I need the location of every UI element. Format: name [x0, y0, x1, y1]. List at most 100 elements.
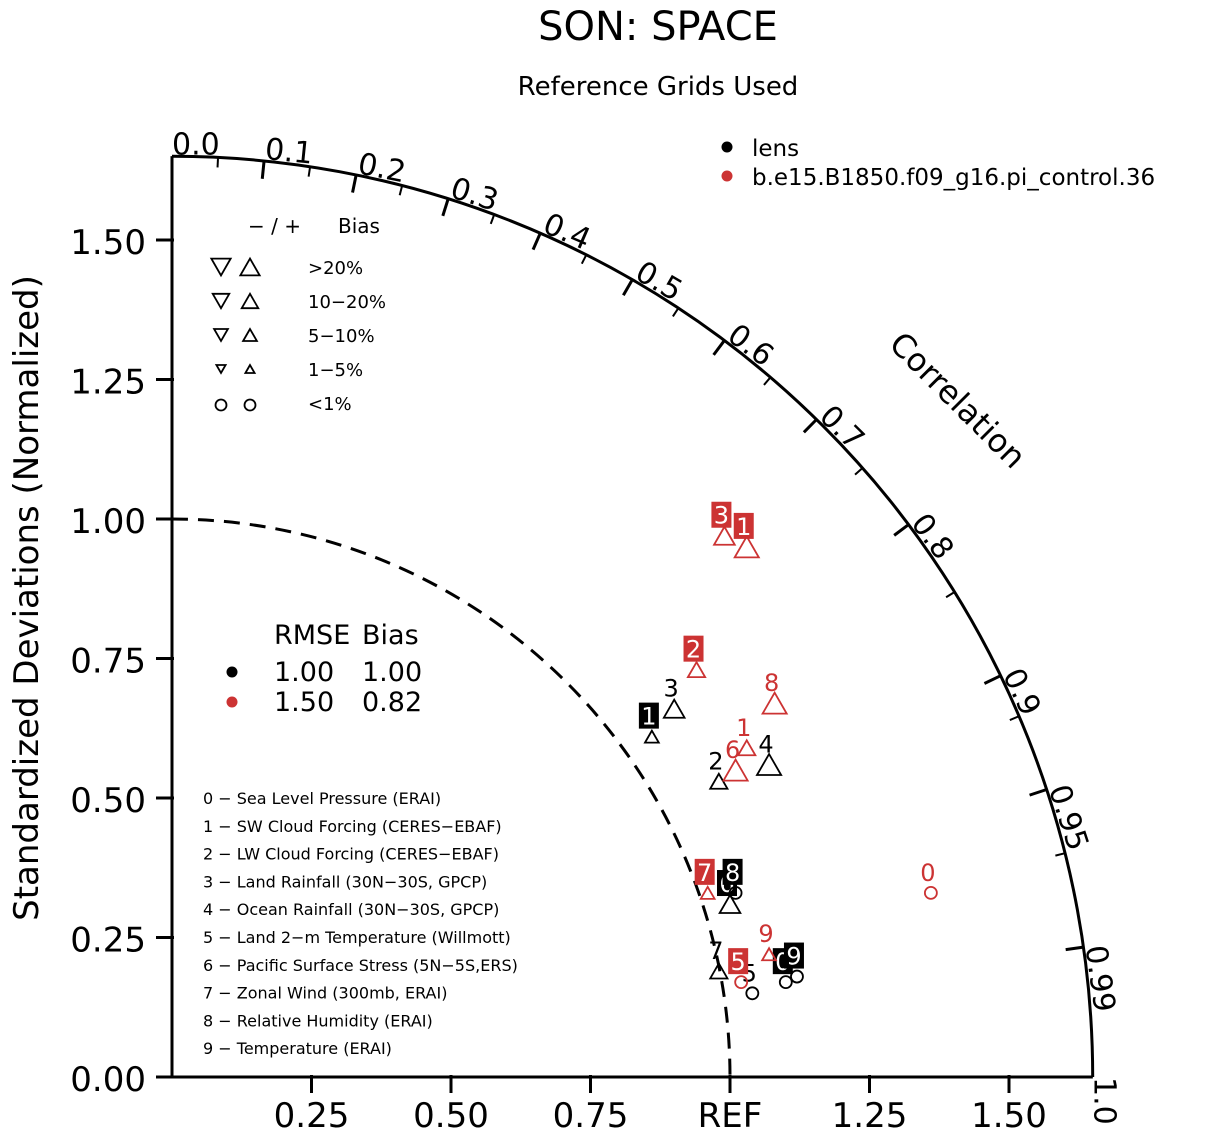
correlation-minor-tick: [1009, 715, 1020, 721]
correlation-tick: [531, 232, 542, 251]
data-label-box: [694, 858, 715, 885]
x-tick-label: 0.75: [553, 1096, 629, 1135]
data-point-label: 4: [758, 731, 773, 759]
correlation-label: Correlation: [882, 324, 1034, 476]
x-tick-label: 1.25: [832, 1096, 908, 1135]
x-tick-label: 0.25: [274, 1096, 350, 1135]
correlation-tick-label: 0.95: [1041, 780, 1095, 854]
data-point-label: 6: [725, 736, 740, 764]
points-layer: 01234567890112356789: [638, 501, 938, 1001]
triangle-up-marker: [241, 327, 259, 342]
triangle-down-marker: [209, 257, 233, 278]
data-point-circle: [923, 885, 938, 900]
data-point-circle: [790, 969, 804, 984]
variable-legend-item: 7 − Zonal Wind (300mb, ERAI): [203, 984, 447, 1003]
data-point-circle: [734, 975, 749, 990]
variable-legend-item: 3 − Land Rainfall (30N−30S, GPCP): [203, 872, 487, 891]
summary-bias-value: 1.00: [362, 657, 422, 688]
data-label-box: [722, 858, 743, 885]
triangle-up-marker: [721, 757, 750, 782]
summary-legend-dot: [226, 696, 238, 708]
data-point-label: 1: [736, 714, 751, 742]
triangle-up-marker: [761, 690, 789, 715]
correlation-tick-label: 0.3: [446, 171, 502, 219]
triangle-up-marker: [733, 534, 761, 559]
data-label-box: [728, 948, 749, 975]
chart-title: SON: SPACE: [538, 4, 778, 50]
triangle-down-marker: [211, 292, 231, 311]
correlation-minor-tick: [672, 307, 680, 317]
y-tick-label: 0.00: [70, 1060, 146, 1100]
correlation-tick-label: 0.1: [263, 132, 314, 172]
triangle-up-marker: [718, 893, 742, 914]
summary-bias-value: 0.82: [362, 687, 422, 718]
correlation-tick: [260, 160, 266, 179]
data-point-label: 2: [686, 636, 701, 664]
triangle-up-marker: [662, 697, 687, 719]
bias-legend-range: 10−20%: [308, 292, 386, 313]
data-point-label: 0: [920, 859, 935, 887]
correlation-minor-tick: [1055, 852, 1066, 857]
triangle-down-marker: [214, 364, 228, 375]
y-axis-label: Standardized Deviations (Normalized): [7, 275, 47, 921]
reference-arc: [171, 517, 732, 1078]
y-tick-label: 1.25: [70, 363, 146, 403]
correlation-tick-label: 0.7: [812, 399, 871, 457]
data-point-circle: [728, 885, 743, 900]
chart-subtitle: Reference Grids Used: [518, 72, 799, 102]
correlation-tick: [802, 418, 818, 434]
correlation-tick-label: 0.2: [355, 146, 409, 190]
circle-marker: [214, 398, 228, 412]
variable-legend-item: 1 − SW Cloud Forcing (CERES−EBAF): [203, 817, 502, 836]
y-tick-label: 0.50: [70, 781, 146, 821]
data-label-box: [733, 512, 754, 539]
data-label-box: [638, 702, 659, 729]
variable-legend-item: 6 − Pacific Surface Stress (5N−5S,ERS): [203, 956, 518, 975]
correlation-arc: [171, 154, 1095, 1078]
variable-legend-item: 4 − Ocean Rainfall (30N−30S, GPCP): [203, 900, 499, 919]
triangle-up-marker: [238, 256, 262, 277]
correlation-tick-label: 0.6: [721, 317, 780, 374]
correlation-tick: [441, 198, 450, 217]
correlation-tick-label: 0.99: [1078, 943, 1122, 1014]
data-label-box: [683, 635, 704, 662]
correlation-tick: [622, 278, 634, 296]
bias-legend-title: Bias: [338, 214, 380, 238]
data-point-label: 9: [758, 920, 773, 948]
correlation-tick-label: 0.0: [172, 127, 220, 162]
data-point-label: 7: [697, 859, 712, 887]
triangle-up-marker: [708, 961, 730, 980]
variable-legend-item: 5 − Land 2−m Temperature (Willmott): [203, 928, 511, 947]
triangle-up-marker: [755, 752, 783, 776]
correlation-tick-label: 1.0: [1087, 1077, 1122, 1125]
case-legend-dot: [721, 141, 733, 153]
triangle-up-marker: [240, 291, 260, 310]
data-point-circle: [778, 975, 793, 990]
summary-rmse-value: 1.00: [274, 657, 334, 688]
case-legend-label: b.e15.B1850.f09_g16.pi_control.36: [752, 165, 1155, 191]
data-point-label: 3: [714, 502, 729, 530]
correlation-minor-tick: [854, 467, 864, 476]
data-point-label: 9: [786, 943, 801, 971]
variable-legend-item: 0 − Sea Level Pressure (ERAI): [203, 789, 441, 808]
y-tick-label: 0.75: [70, 642, 146, 682]
summary-bias-header: Bias: [362, 620, 419, 651]
correlation-tick: [712, 339, 726, 356]
bias-legend-sign: − / +: [248, 214, 301, 238]
case-legend-dot: [721, 170, 733, 182]
correlation-minor-tick: [216, 157, 220, 168]
correlation-minor-tick: [489, 214, 496, 225]
correlation-tick-label: 0.8: [904, 507, 961, 566]
triangle-up-marker: [643, 728, 661, 744]
data-point-label: 7: [708, 937, 723, 965]
bias-legend-range: >20%: [308, 258, 363, 279]
correlation-tick: [1065, 945, 1084, 952]
data-point-label: 3: [664, 675, 679, 703]
triangle-up-marker: [736, 738, 757, 757]
data-point-label: 5: [731, 948, 746, 976]
case-legend-label: lens: [752, 136, 799, 162]
circle-marker: [243, 398, 257, 412]
summary-rmse-header: RMSE: [274, 620, 350, 651]
triangle-down-marker: [212, 328, 230, 343]
